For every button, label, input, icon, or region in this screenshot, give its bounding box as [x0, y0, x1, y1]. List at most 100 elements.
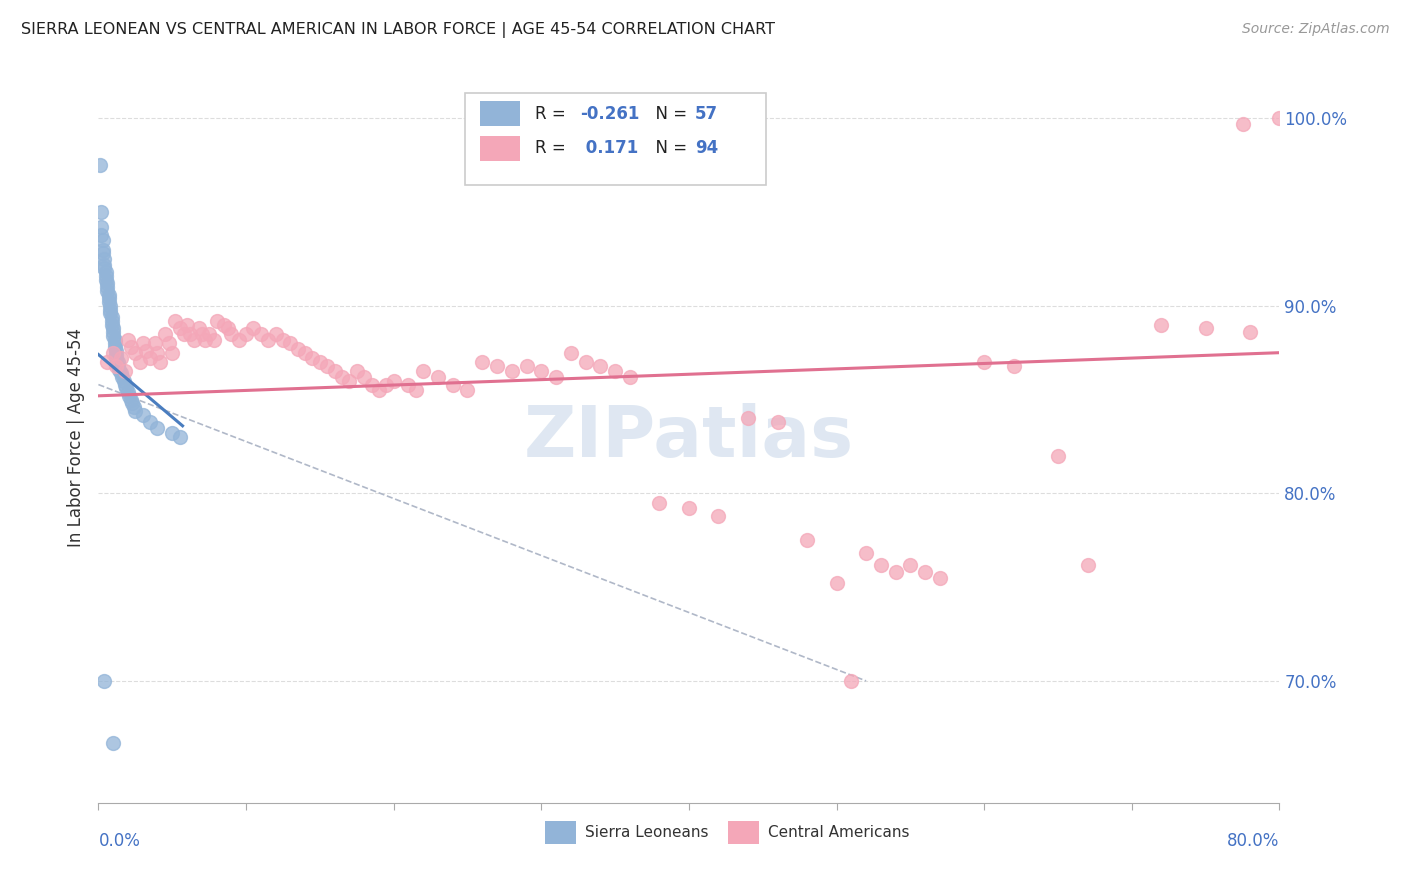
Point: [228, 333, 250, 347]
Point: [187, 321, 209, 335]
FancyBboxPatch shape: [546, 821, 575, 845]
Point: [560, 345, 582, 359]
Point: [169, 321, 191, 335]
Point: [323, 364, 346, 378]
Point: [221, 326, 243, 341]
Point: [412, 364, 434, 378]
Point: [179, 326, 201, 341]
Text: SIERRA LEONEAN VS CENTRAL AMERICAN IN LABOR FORCE | AGE 45-54 CORRELATION CHART: SIERRA LEONEAN VS CENTRAL AMERICAN IN LA…: [21, 22, 775, 38]
Point: [619, 370, 641, 384]
Point: [91, 233, 114, 247]
Point: [97, 295, 120, 310]
Point: [139, 415, 162, 429]
FancyBboxPatch shape: [464, 94, 766, 185]
Point: [132, 336, 155, 351]
Point: [90, 220, 112, 235]
Text: N =: N =: [645, 104, 693, 123]
Point: [737, 411, 759, 425]
Point: [516, 359, 538, 373]
Point: [89, 158, 111, 172]
Point: [1232, 117, 1254, 131]
Text: 57: 57: [695, 104, 718, 123]
Point: [146, 420, 169, 434]
Point: [128, 355, 150, 369]
Point: [104, 336, 127, 351]
Point: [316, 359, 339, 373]
Point: [98, 306, 121, 320]
Point: [486, 359, 509, 373]
Point: [111, 370, 134, 384]
Point: [1239, 325, 1261, 339]
Point: [107, 355, 129, 369]
Point: [841, 673, 863, 688]
Point: [212, 318, 235, 332]
Point: [280, 336, 302, 351]
Point: [173, 326, 195, 341]
Point: [110, 367, 132, 381]
Point: [855, 546, 877, 560]
Text: 0.0%: 0.0%: [98, 832, 141, 850]
Point: [114, 377, 136, 392]
Point: [104, 333, 127, 347]
Point: [121, 396, 143, 410]
Point: [165, 314, 187, 328]
Point: [105, 351, 128, 366]
Text: R =: R =: [536, 104, 571, 123]
Point: [368, 383, 391, 397]
Text: 80.0%: 80.0%: [1227, 832, 1279, 850]
Point: [330, 370, 353, 384]
Point: [118, 389, 141, 403]
Point: [132, 408, 155, 422]
Point: [117, 333, 139, 347]
Point: [96, 280, 118, 294]
Point: [114, 364, 136, 378]
Point: [250, 326, 273, 341]
Point: [162, 345, 183, 359]
Text: R =: R =: [536, 139, 571, 157]
Point: [375, 377, 398, 392]
Point: [205, 314, 228, 328]
Point: [235, 326, 257, 341]
Point: [530, 364, 553, 378]
Point: [217, 321, 239, 335]
Point: [398, 377, 420, 392]
Text: -0.261: -0.261: [581, 104, 640, 123]
Text: 0.171: 0.171: [581, 139, 638, 157]
Point: [914, 565, 936, 579]
Text: Source: ZipAtlas.com: Source: ZipAtlas.com: [1241, 22, 1389, 37]
FancyBboxPatch shape: [479, 136, 520, 161]
Point: [103, 328, 125, 343]
Point: [191, 326, 214, 341]
Point: [589, 359, 612, 373]
Point: [97, 287, 120, 301]
Point: [104, 340, 127, 354]
Point: [271, 333, 294, 347]
Point: [124, 345, 146, 359]
Point: [94, 272, 117, 286]
Point: [287, 342, 309, 356]
Point: [112, 374, 135, 388]
Point: [153, 326, 176, 341]
Point: [90, 227, 112, 242]
Point: [110, 351, 132, 366]
Point: [93, 261, 115, 276]
Point: [929, 571, 952, 585]
Point: [605, 364, 627, 378]
Point: [120, 392, 142, 407]
Point: [176, 318, 198, 332]
FancyBboxPatch shape: [728, 821, 759, 845]
Point: [648, 496, 671, 510]
Point: [471, 355, 494, 369]
Point: [900, 558, 922, 572]
Point: [382, 374, 405, 388]
Y-axis label: In Labor Force | Age 45-54: In Labor Force | Age 45-54: [66, 327, 84, 547]
Point: [149, 355, 172, 369]
Point: [96, 277, 118, 291]
Point: [242, 321, 264, 335]
Point: [143, 336, 166, 351]
Point: [870, 558, 893, 572]
Text: 94: 94: [695, 139, 718, 157]
Point: [360, 377, 382, 392]
Point: [93, 258, 115, 272]
Point: [973, 355, 995, 369]
